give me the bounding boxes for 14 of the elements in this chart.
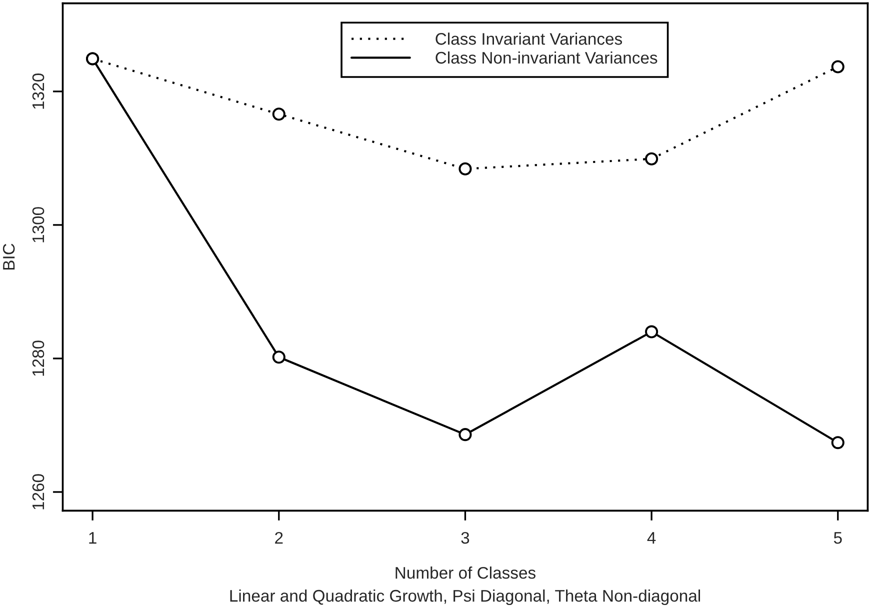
x-tick-label: 5 (834, 532, 842, 544)
x-tick-label: 4 (647, 532, 656, 544)
x-tick-label: 3 (461, 532, 470, 544)
x-axis-title: Number of Classes (396, 566, 536, 579)
y-tick-label: 1320 (32, 74, 44, 109)
x-tick-label: 1 (89, 532, 96, 544)
y-tick-label: 1260 (32, 474, 44, 510)
legend-label: Class Invariant Variances (436, 32, 622, 45)
text: Linear and Quadratic Growth, Psi Diagonal, Theta Non-diagonal (230, 589, 700, 606)
x-tick-label: 2 (275, 532, 283, 544)
y-tick-label: 1300 (32, 207, 44, 242)
legend-label: Class Non-invariant Variances (436, 51, 658, 64)
y-axis-title: BIC (2, 244, 15, 270)
y-tick-label: 1280 (32, 340, 44, 376)
